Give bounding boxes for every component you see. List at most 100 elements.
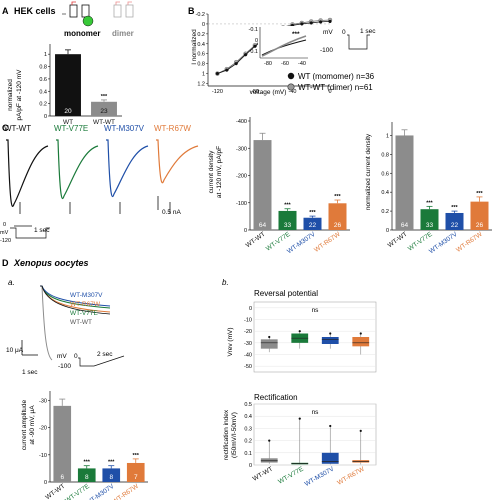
- legend-wt: WT (momomer) n=36: [298, 72, 375, 81]
- panel-c-letter: C: [2, 123, 9, 133]
- rect-frame: [253, 403, 377, 466]
- rect-outlier: [359, 429, 362, 432]
- oocyte-trace-legend: WT-M307V WT-R67W WT-V77E WT-WT: [70, 292, 103, 326]
- b-ytick-label: -0.2: [196, 12, 205, 18]
- panel-a: A HEK cells monomer dimer normalized pA/…: [2, 1, 134, 126]
- c2-n-label: 64: [401, 222, 409, 229]
- panel-b-inset: -0.1 0 0.1 -80 -60 -40 ***: [249, 26, 308, 67]
- b-ytick-label: 0.8: [197, 62, 205, 68]
- c1-ytick-label: -400: [236, 119, 247, 125]
- c-trace: [106, 139, 149, 198]
- a-ytick-label: 0.8: [39, 65, 47, 71]
- panel-c-ylabel2: normalized current density: [365, 133, 372, 210]
- d-xtick-label: WT-V77E: [64, 483, 91, 500]
- panel-b-legend: WT (momomer) n=36 WT-WT (dimer) n=61: [287, 72, 375, 92]
- rect-box: [321, 452, 339, 464]
- rev-ytick-label: 0: [249, 306, 252, 312]
- panel-b-letter: B: [188, 6, 195, 16]
- c2-bar: [470, 201, 489, 230]
- d-ytick-label: -30: [39, 398, 47, 404]
- b-xtick-label: -80: [251, 89, 259, 95]
- protocol-minus100: -100: [320, 47, 333, 54]
- d-n-label: 7: [134, 474, 138, 481]
- panel-b-xlabel: voltage (mV): [250, 89, 287, 96]
- d-ytick-label: 0: [44, 480, 47, 486]
- c2-ytick-label: 0.4: [381, 190, 389, 196]
- c2-sig: ***: [451, 205, 458, 211]
- c2-ytick-label: 0.2: [381, 209, 389, 215]
- rect-ns: ns: [312, 409, 320, 416]
- legend-marker-wt: [287, 72, 295, 80]
- b-point: [243, 53, 248, 57]
- c2-sig: ***: [476, 191, 483, 197]
- legend-wtwt: WT-WT (dimer) n=61: [298, 83, 373, 92]
- panel-a-title: HEK cells: [14, 6, 56, 16]
- c1-n-label: 33: [284, 222, 292, 229]
- c1-bar: [328, 203, 347, 230]
- c-trace: [6, 139, 49, 208]
- proto-unit-c: mV: [0, 230, 9, 236]
- rev-box: [321, 337, 339, 344]
- rect-xtick-label: WT-M307V: [304, 465, 336, 488]
- rev-plot: -50 -40 -30 -20 -10 0 ns: [244, 301, 377, 373]
- inset-xtick-0: -80: [264, 61, 272, 67]
- rect-outlier: [268, 439, 271, 442]
- c1-ytick-label: -300: [236, 146, 247, 152]
- dimer-label: dimer: [112, 29, 134, 38]
- oocyte-legend-r67w: WT-R67W: [70, 301, 101, 308]
- c1-ytick-label: 0: [244, 228, 247, 234]
- rev-ytick-label: -30: [244, 341, 252, 347]
- rect-ytick-label: 0.5: [244, 402, 252, 408]
- c1-n-label: 64: [259, 222, 267, 229]
- panel-d-ylabel-1: current amplitude: [21, 400, 28, 451]
- proto-zero-c: 0: [3, 222, 6, 228]
- c2-bar: [395, 135, 414, 230]
- rev-box: [260, 339, 278, 349]
- b-xtick-label: 0: [328, 89, 331, 95]
- rev-outlier: [329, 332, 332, 335]
- d-n-label: 8: [109, 474, 113, 481]
- rev-title: Reversal potential: [254, 289, 318, 298]
- b-xtick-label: -40: [288, 89, 296, 95]
- d-sig: ***: [108, 460, 115, 466]
- c-trace-label: WT-M307V: [104, 124, 145, 133]
- rect-title: Rectification: [254, 393, 298, 402]
- panel-d-title: Xenopus oocytes: [13, 258, 89, 268]
- c2-n-label: 33: [426, 222, 434, 229]
- inset-ytick-2: 0.1: [250, 49, 258, 55]
- dimer-schematic: [113, 1, 134, 18]
- a-n-label: 23: [100, 108, 108, 115]
- c2-xtick-label: WT-WT: [387, 231, 409, 249]
- oocyte-legend-m307v: WT-M307V: [70, 292, 103, 299]
- rev-outlier: [268, 335, 271, 339]
- panel-c-ylabel1-2: at -120 mV, pA/pF: [216, 146, 223, 198]
- b-ytick-label: 0.6: [197, 52, 205, 58]
- a-bar: [91, 101, 117, 116]
- a-n-label: 20: [64, 108, 72, 115]
- c-trace: [56, 139, 99, 200]
- a-bar: [55, 54, 81, 116]
- c2-xtick-label: WT-M307V: [428, 231, 459, 256]
- proto-neg-d: -100: [58, 363, 71, 370]
- b-point: [328, 19, 332, 24]
- b-point: [319, 20, 323, 24]
- inset-xtick-1: -60: [281, 61, 289, 67]
- a-xtick-label: WT: [63, 119, 73, 126]
- panel-a-letter: A: [2, 6, 9, 16]
- b-point: [215, 71, 219, 76]
- d-ytick-label: -20: [39, 426, 47, 432]
- rect-ytick-label: 0.2: [244, 439, 252, 445]
- c1-sig: ***: [284, 203, 291, 209]
- panel-b: B I normalized voltage (mV) -0.2 0 0.2 0.4 0…: [188, 6, 376, 96]
- panel-d-ylabel-2: at -90 mV, μA: [29, 405, 36, 445]
- scale-ua: 10 μA: [6, 347, 24, 354]
- a-xtick-label: WT-WT: [93, 119, 115, 126]
- proto-neg-c: -120: [0, 238, 11, 244]
- c-trace-label: WT-WT: [4, 124, 31, 133]
- monomer-schematic: [62, 1, 94, 27]
- oocyte-traces: [40, 285, 111, 361]
- c-trace-label: WT-R67W: [154, 124, 191, 133]
- c1-ytick-label: -200: [236, 174, 247, 180]
- rect-xtick-label: WT-V77E: [277, 465, 305, 485]
